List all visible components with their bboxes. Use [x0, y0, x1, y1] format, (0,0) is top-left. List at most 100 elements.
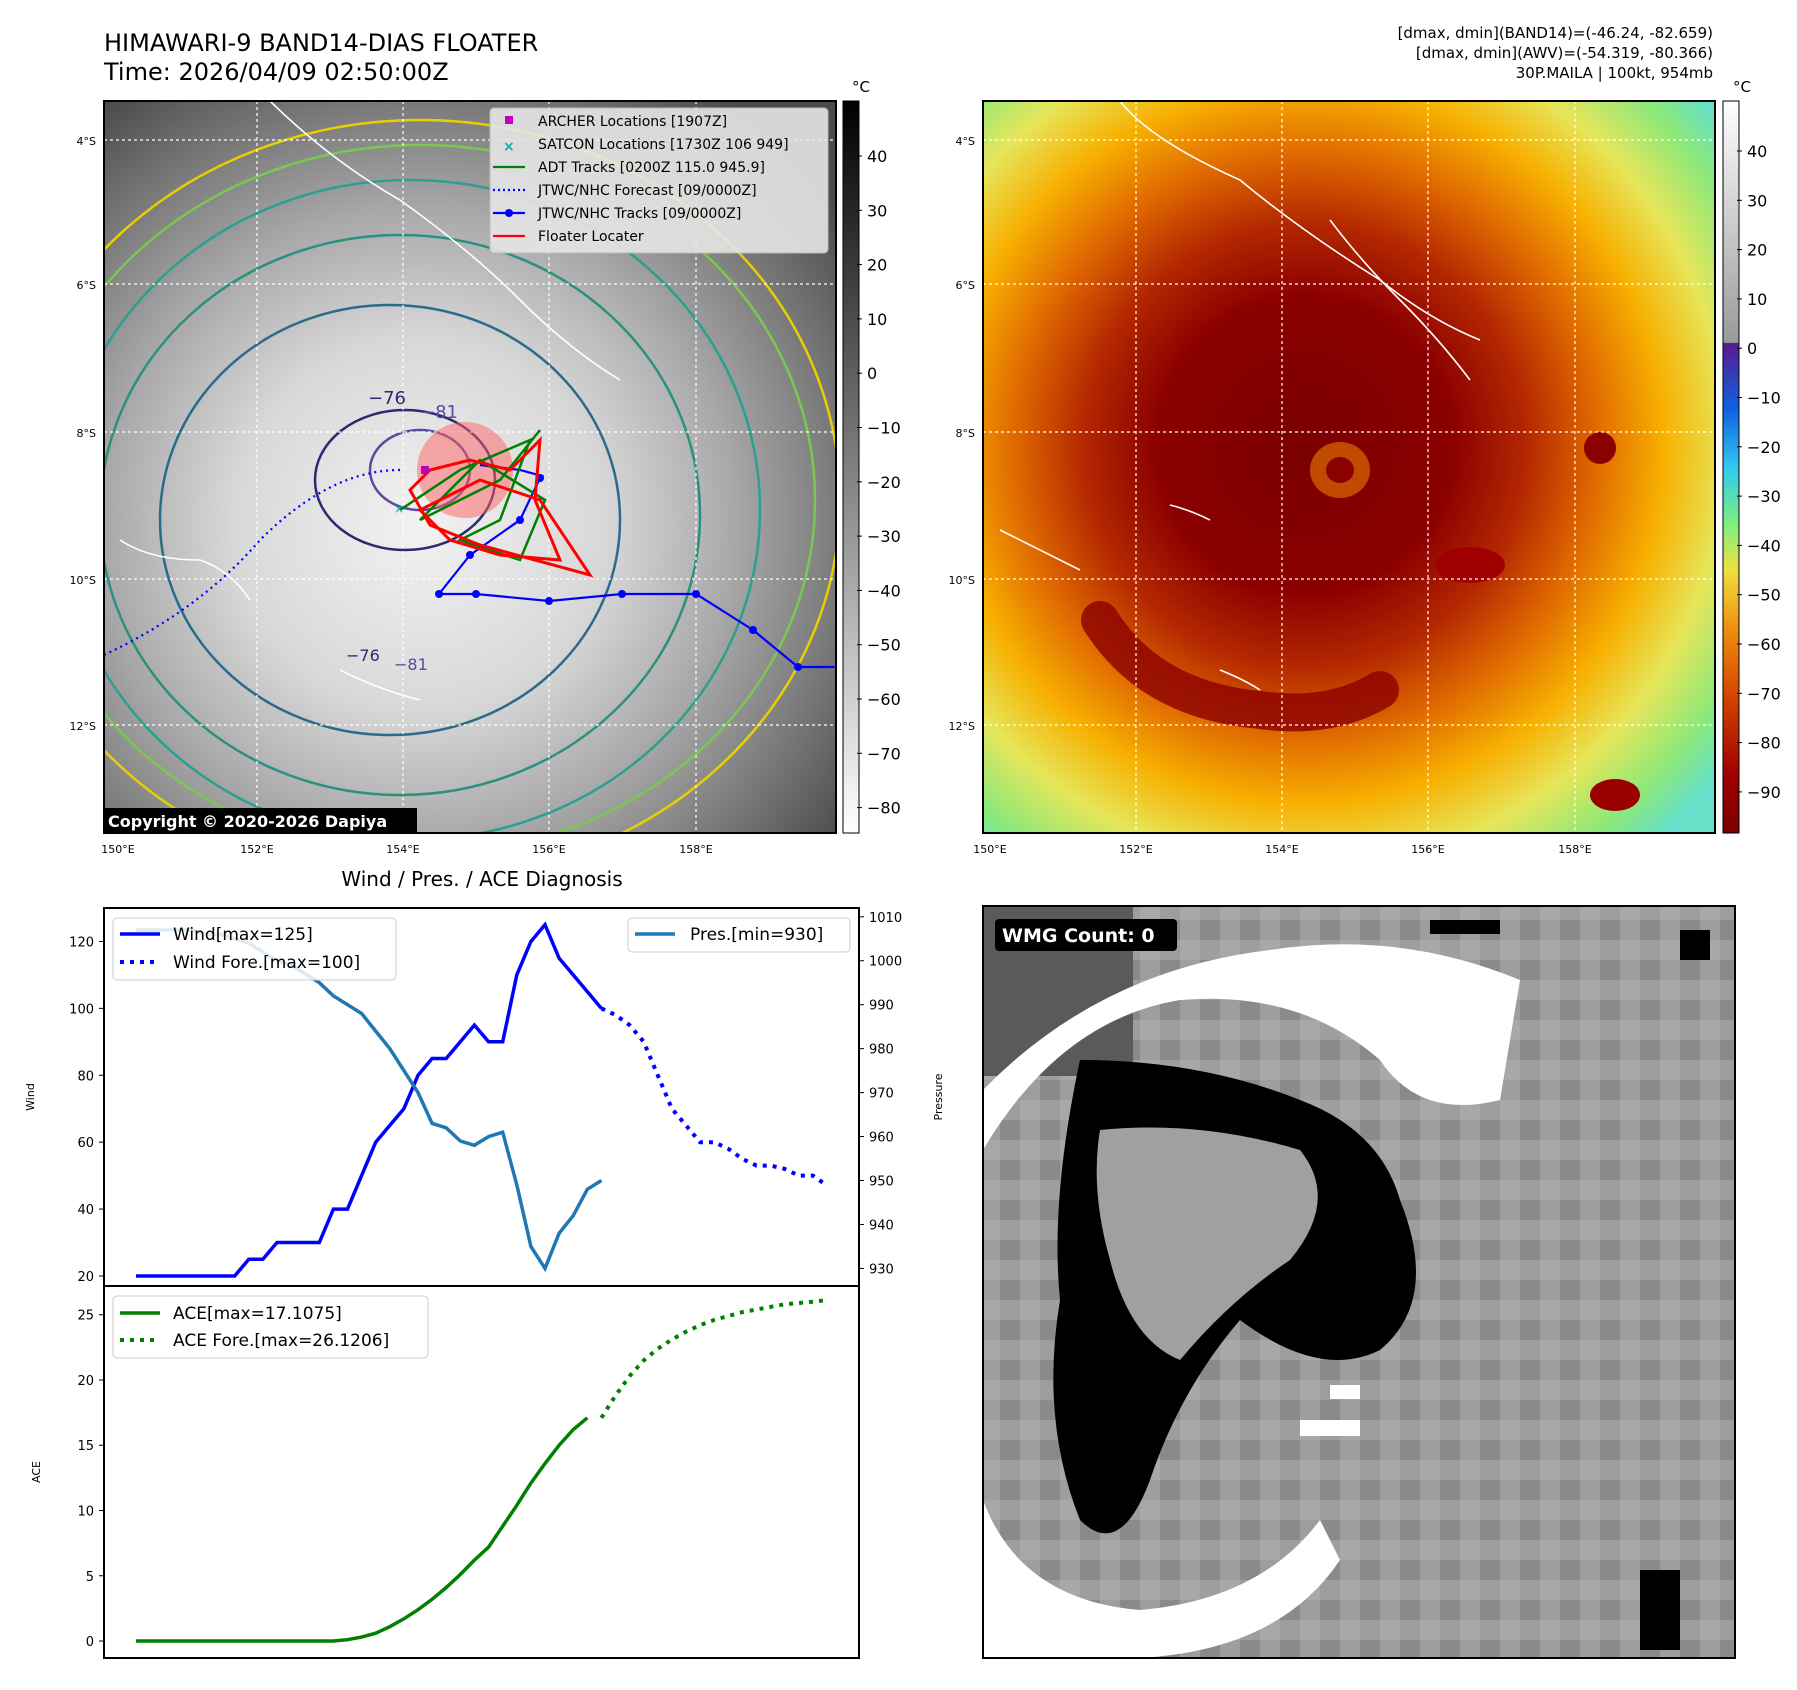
ace-panel: 0 5 10 15 20 25 ACE ACE[max=17.1075] ACE Fore…: [30, 1285, 860, 1659]
legend-archer-icon: [505, 116, 513, 124]
floater-locater: [408, 436, 594, 578]
axis-tick-label: 100: [69, 1002, 94, 1017]
lon-tick: 156°E: [532, 843, 565, 856]
axis-tick-label: 20: [77, 1374, 94, 1389]
axis-tick-label: 940: [869, 1218, 894, 1233]
legend-label: ADT Tracks [0200Z 115.0 945.9]: [538, 160, 765, 176]
ir-lat-ticks: 4°S 6°S 8°S 10°S 12°S: [70, 135, 96, 733]
colorbar-tick-label: −10: [1747, 389, 1781, 408]
legend-wind-fore-label: Wind Fore.[max=100]: [173, 953, 360, 973]
ace-legend: ACE[max=17.1075] ACE Fore.[max=26.1206]: [112, 1295, 429, 1359]
lon-tick: 152°E: [1119, 843, 1152, 856]
wind-legend: Wind[max=125] Wind Fore.[max=100]: [112, 917, 397, 981]
colorbar-tick-label: −10: [867, 419, 901, 438]
colorbar-tick-label: −80: [867, 799, 901, 818]
wmg-count-label: WMG Count: 0: [1002, 925, 1155, 947]
wmg-panel: WMG Count: 0: [982, 905, 1736, 1659]
lat-tick: 8°S: [77, 427, 96, 440]
legend-label: Floater Locater: [538, 229, 644, 245]
legend-label: ARCHER Locations [1907Z]: [538, 114, 727, 130]
colorbar-tick-label: 40: [867, 147, 887, 166]
ace-axis-label: ACE: [30, 1461, 43, 1483]
colorbar-tick-label: 20: [1747, 241, 1767, 260]
axis-tick-label: 990: [869, 999, 894, 1014]
bd-grid: [983, 101, 1715, 833]
lat-tick: 4°S: [77, 135, 96, 148]
bd-map-panel: 4°S 6°S 8°S 10°S 12°S 150°E 152°E 154°E …: [949, 78, 1781, 856]
lat-tick: 8°S: [956, 427, 975, 440]
colorbar-tick-label: −50: [867, 636, 901, 655]
lat-tick: 12°S: [949, 720, 975, 733]
colorbar-tick-label: 10: [1747, 290, 1767, 309]
pressure-axis-label: Pressure: [932, 1073, 945, 1120]
lon-tick: 156°E: [1411, 843, 1444, 856]
colorbar-tick-label: −60: [867, 690, 901, 709]
wind-series-line: [136, 921, 603, 1278]
axis-tick-label: 15: [77, 1439, 94, 1454]
lon-tick: 152°E: [240, 843, 273, 856]
colorbar-tick-label: −50: [1747, 586, 1781, 605]
lon-tick: 150°E: [101, 843, 134, 856]
bd-lat-ticks: 4°S 6°S 8°S 10°S 12°S: [949, 135, 975, 733]
colorbar-unit: °C: [1733, 78, 1751, 96]
info-band14: [dmax, dmin](BAND14)=(-46.24, -82.659): [1398, 24, 1713, 42]
axis-tick-label: 120: [69, 935, 94, 950]
lon-tick: 154°E: [1265, 843, 1298, 856]
ir-contours: [104, 118, 836, 833]
lon-tick: 150°E: [973, 843, 1006, 856]
colorbar-tick-label: 30: [1747, 191, 1767, 210]
ir-coastlines: [119, 101, 621, 701]
lon-tick: 158°E: [1558, 843, 1591, 856]
contour-label: −76: [346, 646, 380, 665]
ir-lon-ticks: 150°E 152°E 154°E 156°E 158°E: [101, 843, 712, 856]
colorbar-tick-label: −30: [867, 527, 901, 546]
colorbar-tick-label: 30: [867, 201, 887, 220]
legend-label: JTWC/NHC Tracks [09/0000Z]: [537, 206, 741, 222]
colorbar-tick-label: −20: [867, 473, 901, 492]
colorbar-tick-label: −60: [1747, 635, 1781, 654]
lat-tick: 10°S: [949, 574, 975, 587]
figure-time: Time: 2026/04/09 02:50:00Z: [103, 58, 449, 86]
legend-ace-fore-label: ACE Fore.[max=26.1206]: [173, 1331, 389, 1351]
axis-tick-label: 0: [86, 1635, 94, 1650]
colorbar-tick-label: −90: [1747, 783, 1781, 802]
bd-map-frame: [982, 100, 1716, 834]
figure-title: HIMAWARI-9 BAND14-DIAS FLOATER: [104, 29, 538, 57]
wmg-frame: [982, 905, 1736, 1659]
legend-label: JTWC/NHC Forecast [09/0000Z]: [537, 183, 757, 199]
axis-tick-label: 25: [77, 1309, 94, 1324]
contour-label: −81: [394, 655, 428, 674]
legend-label: SATCON Locations [1730Z 106 949]: [538, 137, 789, 153]
axis-tick-label: 10: [77, 1505, 94, 1520]
legend-ace-label: ACE[max=17.1075]: [173, 1304, 342, 1324]
lat-tick: 4°S: [956, 135, 975, 148]
colorbar-tick-label: 40: [1747, 142, 1767, 161]
colorbar-tick-label: −40: [1747, 536, 1781, 555]
legend-satcon-icon: ×: [503, 139, 515, 155]
archer-marker: [421, 466, 429, 474]
axis-tick-label: 5: [86, 1570, 94, 1585]
ace-series-line: [136, 1416, 589, 1643]
axis-tick-label: 40: [77, 1203, 94, 1218]
wmg-eye-region: [1096, 1127, 1318, 1360]
bd-lon-ticks: 150°E 152°E 154°E 156°E 158°E: [973, 843, 1591, 856]
axis-tick-label: 1010: [869, 911, 902, 926]
ace-forecast-line: [599, 1298, 828, 1419]
lat-tick: 10°S: [70, 574, 96, 587]
axis-tick-label: 970: [869, 1087, 894, 1102]
contour-label: −81: [420, 402, 458, 423]
map-legend: × ARCHER Locations [1907Z] SATCON Locati…: [489, 107, 829, 254]
copyright-box: [104, 808, 417, 833]
info-awv: [dmax, dmin](AWV)=(-54.319, -80.366): [1416, 44, 1713, 62]
axis-tick-label: 960: [869, 1131, 894, 1146]
jtwc-track: [435, 463, 836, 671]
axis-tick-label: 60: [77, 1136, 94, 1151]
pressure-legend: Pres.[min=930]: [627, 917, 851, 953]
axis-tick-label: 1000: [869, 955, 902, 970]
axis-tick-label: 980: [869, 1043, 894, 1058]
colorbar-tick-label: 20: [867, 256, 887, 275]
info-storm: 30P.MAILA | 100kt, 954mb: [1516, 64, 1713, 82]
colorbar-tick-label: −30: [1747, 487, 1781, 506]
lat-tick: 12°S: [70, 720, 96, 733]
wind-pressure-panel: 20 40 60 80 100 120 930 940 950 960 970 980 990 1000…: [24, 907, 945, 1287]
